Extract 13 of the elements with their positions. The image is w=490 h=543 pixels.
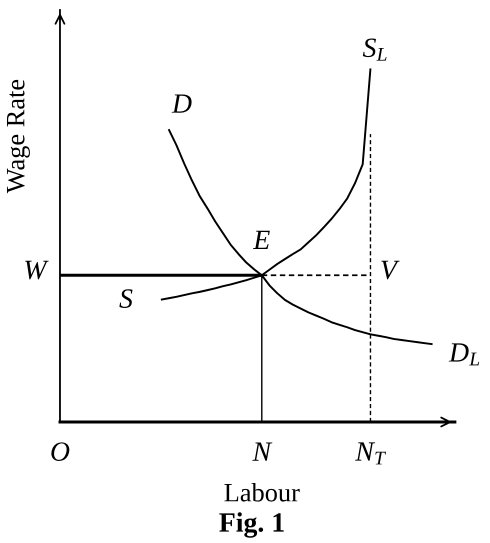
annotation: V	[381, 260, 400, 280]
text: D$_{L}$	[448, 343, 480, 366]
x-tick-label: O	[51, 442, 70, 462]
annotation: D	[172, 94, 192, 113]
annotation: S	[119, 289, 132, 308]
x-tick-label: N	[252, 442, 272, 461]
annotation: S$_{L}$	[362, 38, 387, 61]
caption: Fig. 1	[219, 512, 284, 538]
annotation: W	[25, 260, 49, 280]
x-axis-title: Labour	[224, 482, 300, 502]
x-tick-label: N$_{T}$	[355, 442, 386, 464]
annotation: E	[252, 230, 270, 249]
y-axis-title: Wage Rate	[6, 80, 30, 194]
